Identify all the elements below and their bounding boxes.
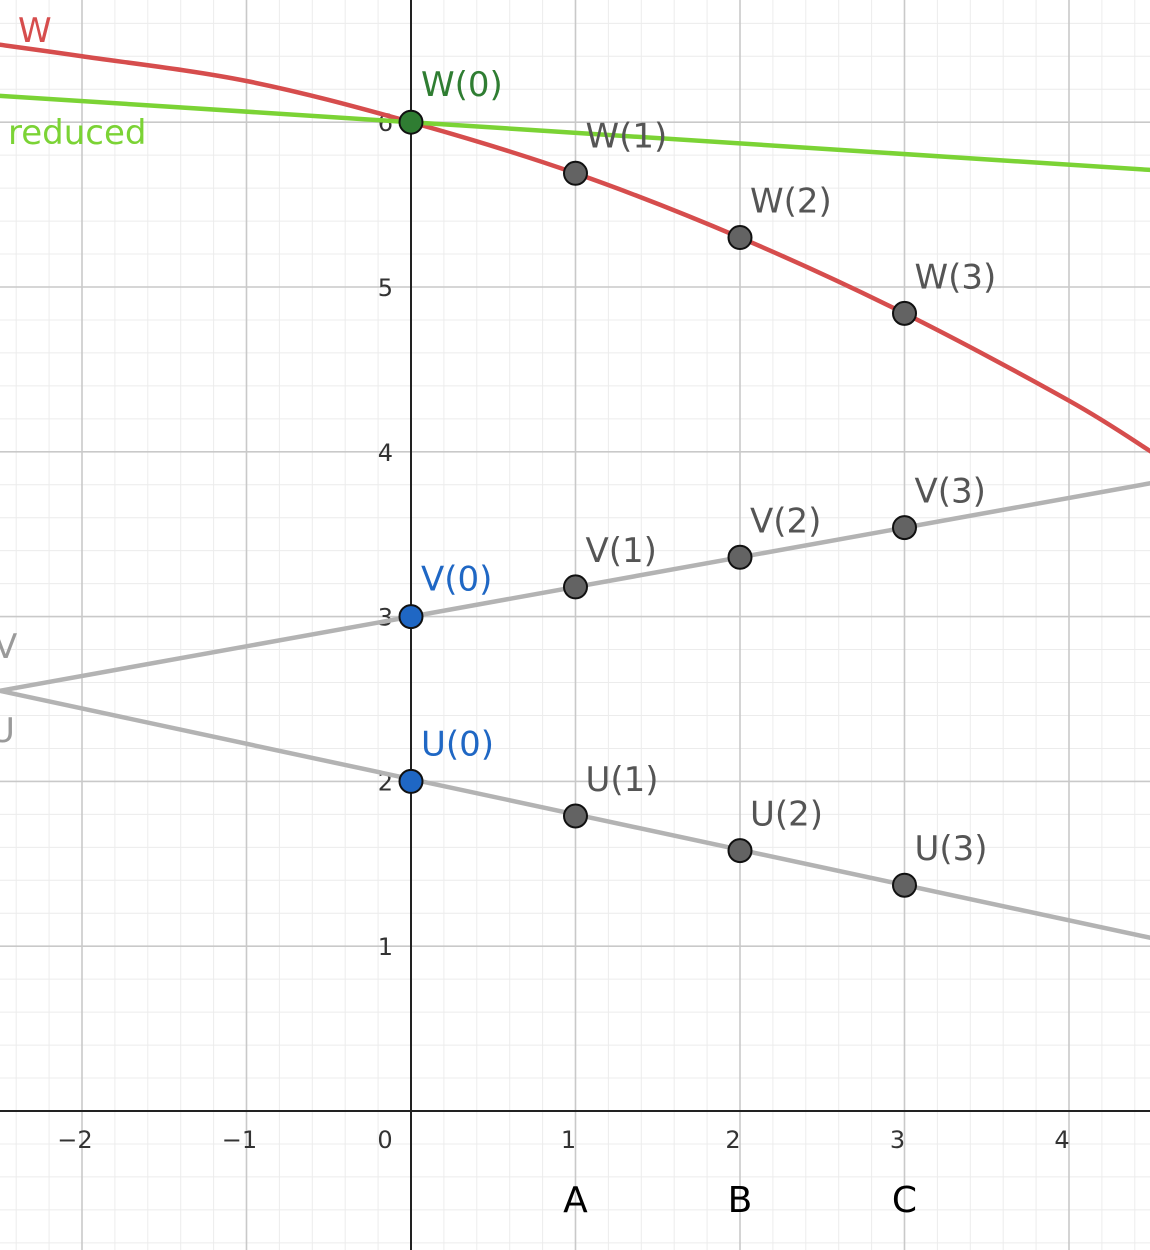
point-label: V(0) [421,560,492,600]
x-tick-label: 3 [890,1126,905,1154]
point-w3 [892,300,917,326]
point-v1 [563,574,588,600]
point-u0 [398,768,424,794]
point-label: W(2) [750,182,832,222]
category-labels: A B C [563,1180,917,1221]
x-tick-label: 2 [725,1126,740,1154]
point-label: U(1) [586,760,659,800]
point-v0 [398,604,424,630]
y-tick-label: 1 [378,933,393,961]
point-w1 [563,160,588,186]
point-label: W(3) [915,257,997,297]
x-tick-label: −1 [222,1126,257,1154]
y-tick-label: 4 [378,439,393,467]
point-v2 [727,544,753,570]
category-label: C [892,1180,917,1221]
point-label: V(3) [915,472,986,512]
curve-label-u: U [0,711,15,751]
point-label: U(2) [750,795,823,835]
point-label: V(1) [586,531,657,571]
point-labels: W(0) W(1) W(2) W(3) V(0) V(1) V(2) V(3) U(0) U(1)… [421,65,996,869]
x-tick-label: 1 [561,1126,576,1154]
point-w0 [398,109,424,135]
point-w2 [727,225,753,251]
category-label: B [728,1180,753,1221]
point-label: U(3) [915,829,988,869]
y-tick-label: 5 [378,274,393,302]
y-tick-label: 3 [378,604,393,632]
point-v3 [892,515,917,541]
point-u2 [727,838,753,864]
point-u1 [563,803,588,829]
category-label: A [563,1180,588,1221]
curve-label-reduced: reduced [8,113,146,153]
point-u3 [892,872,917,898]
point-label: V(2) [750,501,821,541]
point-label: U(0) [421,724,494,764]
x-tick-label: −2 [57,1126,92,1154]
x-tick-label: 0 [377,1126,392,1154]
data-points [398,109,917,898]
point-label: W(1) [586,116,668,156]
curve-label-w: W [18,11,52,51]
curve-label-v: V [0,627,17,667]
x-tick-label: 4 [1054,1126,1069,1154]
point-label: W(0) [421,65,503,105]
